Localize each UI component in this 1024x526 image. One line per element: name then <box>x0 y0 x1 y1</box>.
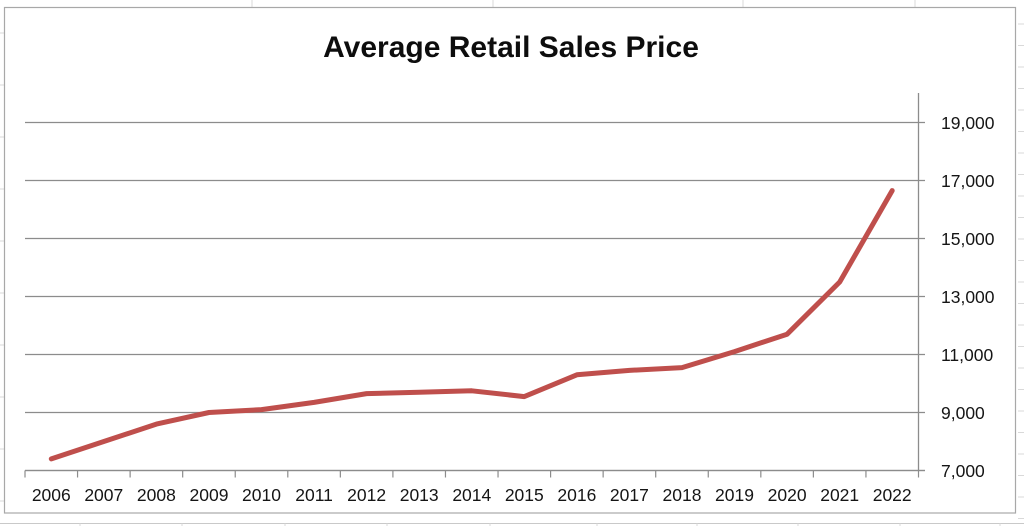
plot-series <box>48 188 895 462</box>
x-tick-label: 2011 <box>295 485 333 505</box>
y-tick-label: 7,000 <box>941 461 985 481</box>
y-tick-label: 15,000 <box>941 229 995 249</box>
y-tick-label: 11,000 <box>941 345 993 365</box>
x-tick-label: 2009 <box>190 485 229 505</box>
y-tick-label: 9,000 <box>941 403 985 423</box>
y-tick-label: 19,000 <box>941 113 995 133</box>
x-tick-label: 2022 <box>873 485 912 505</box>
chart-frame <box>3 6 1017 514</box>
x-tick-label: 2014 <box>452 485 491 505</box>
plot-tick-labels: 2006 2007 2008 2009 2010 2011 2012 2013 2014 2015… <box>32 113 995 505</box>
y-tick-label: 13,000 <box>941 287 995 307</box>
y-tick-label: 17,000 <box>941 171 995 191</box>
chart-title: Average Retail Sales Price <box>323 31 699 64</box>
x-tick-label: 2019 <box>715 485 754 505</box>
plot-axes <box>24 93 925 478</box>
series-line <box>48 188 895 462</box>
x-tick-label: 2012 <box>347 485 386 505</box>
x-tick-label: 2007 <box>84 485 123 505</box>
x-tick-label: 2010 <box>242 485 281 505</box>
x-tick-label: 2006 <box>32 485 71 505</box>
x-tick-label: 2018 <box>663 485 702 505</box>
x-tick-label: 2020 <box>768 485 807 505</box>
x-tick-label: 2015 <box>505 485 544 505</box>
x-tick-label: 2008 <box>137 485 176 505</box>
x-tick-label: 2016 <box>557 485 596 505</box>
x-tick-label: 2021 <box>820 485 859 505</box>
x-tick-label: 2017 <box>610 485 649 505</box>
x-tick-label: 2013 <box>400 485 439 505</box>
